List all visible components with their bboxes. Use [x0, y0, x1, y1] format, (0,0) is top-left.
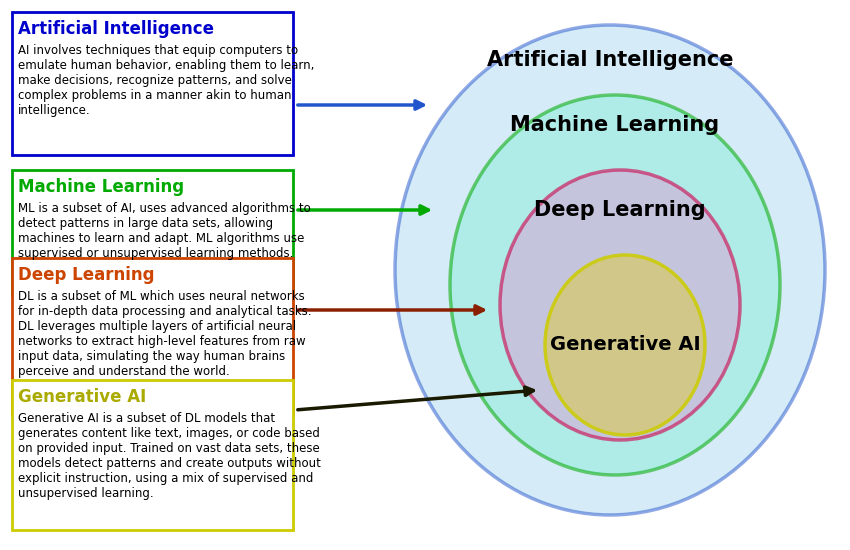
- Text: Generative AI: Generative AI: [550, 336, 700, 355]
- Text: Machine Learning: Machine Learning: [511, 115, 720, 135]
- Text: Generative AI: Generative AI: [18, 388, 146, 406]
- Text: Deep Learning: Deep Learning: [18, 266, 155, 284]
- Text: ML is a subset of AI, uses advanced algorithms to
detect patterns in large data : ML is a subset of AI, uses advanced algo…: [18, 202, 311, 260]
- Text: Artificial Intelligence: Artificial Intelligence: [487, 50, 734, 70]
- Ellipse shape: [450, 95, 780, 475]
- Text: DL is a subset of ML which uses neural networks
for in-depth data processing and: DL is a subset of ML which uses neural n…: [18, 290, 311, 378]
- FancyBboxPatch shape: [12, 12, 293, 155]
- Text: AI involves techniques that equip computers to
emulate human behavior, enabling : AI involves techniques that equip comput…: [18, 44, 314, 117]
- Ellipse shape: [395, 25, 825, 515]
- Text: Generative AI is a subset of DL models that
generates content like text, images,: Generative AI is a subset of DL models t…: [18, 412, 320, 500]
- FancyBboxPatch shape: [12, 170, 293, 295]
- Text: Machine Learning: Machine Learning: [18, 178, 184, 196]
- Ellipse shape: [500, 170, 740, 440]
- FancyBboxPatch shape: [12, 380, 293, 530]
- FancyBboxPatch shape: [12, 258, 293, 415]
- Text: Deep Learning: Deep Learning: [534, 200, 705, 220]
- Text: Artificial Intelligence: Artificial Intelligence: [18, 20, 214, 38]
- Ellipse shape: [545, 255, 705, 435]
